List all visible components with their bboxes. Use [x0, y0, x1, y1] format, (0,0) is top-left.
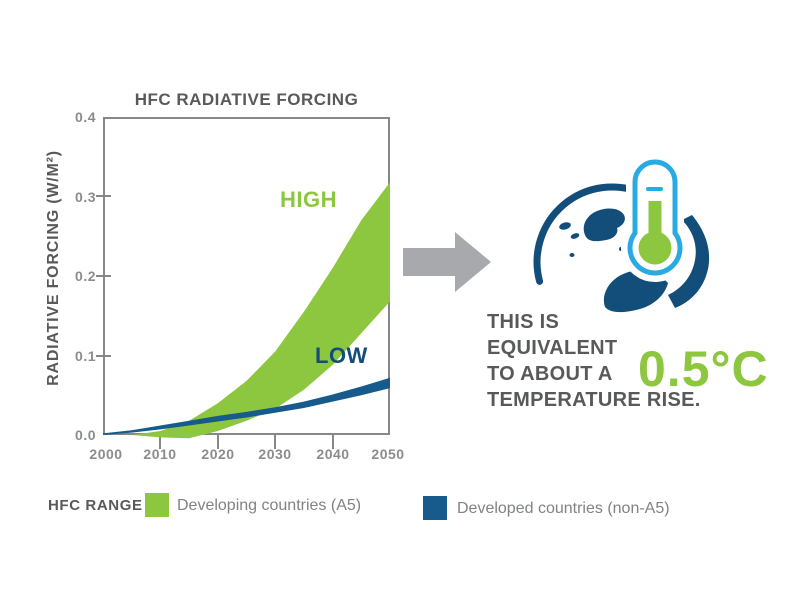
y-tick-label: 0.3	[75, 189, 96, 205]
legend-swatch-developing	[145, 493, 169, 517]
x-tick-mark	[332, 433, 334, 449]
x-tick-mark	[217, 433, 219, 449]
legend-label-developed: Developed countries (non-A5)	[457, 500, 670, 517]
y-tick-label: 0.0	[75, 427, 96, 443]
x-tick-label: 2020	[201, 446, 235, 462]
thermometer-icon	[621, 153, 689, 282]
y-tick-label: 0.4	[75, 109, 96, 125]
equivalence-line-2: EQUIVALENT	[487, 337, 618, 359]
legend-title: HFC RANGE	[48, 497, 143, 514]
legend-swatch-developed	[423, 496, 447, 520]
high-band-label: HIGH	[280, 187, 337, 212]
y-tick-label: 0.1	[75, 348, 96, 364]
x-tick-label: 2050	[371, 446, 405, 462]
equivalence-text: THIS IS EQUIVALENT TO ABOUT A TEMPERATUR…	[487, 309, 701, 413]
equivalence-line-4: TEMPERATURE RISE.	[487, 389, 701, 411]
y-tick-label: 0.2	[75, 268, 96, 284]
x-tick-label: 2000	[89, 446, 123, 462]
x-tick-label: 2010	[143, 446, 177, 462]
plot-area: HIGH LOW	[103, 117, 390, 439]
temperature-value: 0.5°C	[638, 341, 769, 397]
right-arrow-icon	[403, 232, 491, 292]
x-tick-label: 2040	[316, 446, 350, 462]
globe-thermometer-illustration	[533, 153, 710, 313]
x-tick-mark	[159, 433, 161, 449]
equivalence-line-1: THIS IS	[487, 311, 560, 333]
legend-label-developing: Developing countries (A5)	[177, 497, 362, 514]
low-band-label: LOW	[315, 343, 368, 368]
x-tick-mark	[274, 433, 276, 449]
plot-bands-svg	[103, 182, 390, 439]
y-axis-title: RADIATIVE FORCING (W/M²)	[45, 150, 62, 386]
equivalence-line-3: TO ABOUT A	[487, 363, 613, 385]
x-tick-label: 2030	[258, 446, 292, 462]
chart-title: HFC RADIATIVE FORCING	[134, 90, 359, 109]
